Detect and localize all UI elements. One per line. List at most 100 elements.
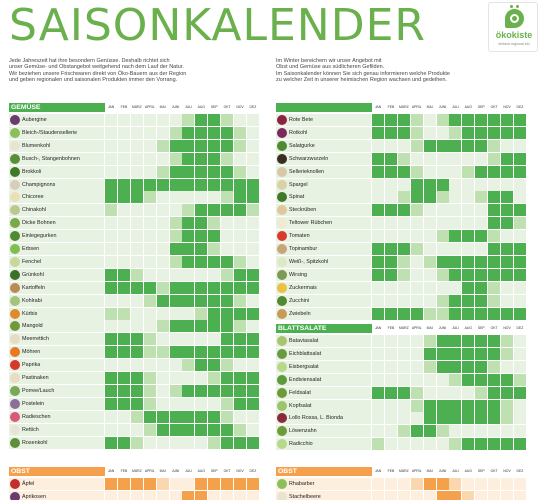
produce-thumbnail-icon [10, 295, 20, 306]
season-cell [117, 359, 130, 372]
produce-name: Paprika [22, 362, 41, 369]
season-cell [234, 230, 247, 243]
produce-thumbnail-icon [277, 205, 287, 216]
season-cell [182, 126, 195, 139]
season-cell [462, 230, 475, 243]
season-cell [488, 217, 501, 230]
season-cell [410, 139, 423, 152]
season-cell [221, 359, 234, 372]
season-cell [423, 386, 436, 399]
season-cell [488, 243, 501, 255]
season-cell [221, 268, 234, 281]
season-cell [410, 425, 423, 438]
season-cell [436, 386, 449, 399]
season-cell [475, 373, 488, 386]
season-cell [501, 268, 514, 281]
produce-thumbnail-icon [277, 192, 287, 203]
produce-name-cell: Äpfel [9, 478, 105, 490]
season-cell [246, 243, 259, 255]
season-cell [372, 347, 385, 360]
produce-name-cell: Champignons [9, 178, 105, 191]
season-cell [462, 126, 475, 139]
produce-name: Tomaten [289, 233, 310, 240]
produce-name-cell: Dicke Bohnen [9, 217, 105, 230]
season-cell [117, 114, 130, 126]
season-cell [130, 191, 143, 204]
season-cell [501, 139, 514, 152]
season-cell [397, 490, 410, 500]
season-cell [169, 230, 182, 243]
season-cell [208, 410, 221, 423]
produce-row: Äpfel [9, 478, 260, 491]
season-cell [130, 320, 143, 333]
season-cell [513, 281, 526, 294]
season-cell [449, 255, 462, 268]
season-cell [221, 410, 234, 423]
season-cell [117, 281, 130, 294]
season-cell [130, 152, 143, 165]
season-cell [169, 423, 182, 436]
season-cell [475, 139, 488, 152]
season-cell [105, 217, 118, 230]
season-cell [182, 478, 195, 490]
season-cell [182, 436, 195, 449]
season-cell [117, 490, 130, 500]
season-cell [234, 478, 247, 490]
season-cell [169, 191, 182, 204]
season-cell [105, 346, 118, 359]
produce-row: Rosenkohl [9, 436, 260, 450]
month-label: APRIL [411, 469, 422, 473]
produce-row: Wirsing [276, 268, 527, 282]
season-cell [513, 399, 526, 412]
produce-name: Feldsalat [289, 389, 311, 396]
season-cell [513, 139, 526, 152]
season-cell [501, 255, 514, 268]
season-cell [182, 281, 195, 294]
season-cell [169, 268, 182, 281]
season-cell [436, 165, 449, 178]
season-cell [105, 230, 118, 243]
season-cell [208, 346, 221, 359]
season-cell [234, 165, 247, 178]
produce-row: Stachelbeere [276, 490, 527, 500]
season-cell [130, 294, 143, 307]
season-cell [221, 255, 234, 268]
season-cell [117, 255, 130, 268]
season-cell [117, 152, 130, 165]
season-cell [105, 478, 118, 490]
produce-name-cell: Zucchini [276, 294, 372, 307]
season-cell [436, 178, 449, 191]
season-cell [117, 126, 130, 139]
season-cell [105, 204, 118, 217]
produce-name-cell: Möhren [9, 346, 105, 359]
season-cell [436, 139, 449, 152]
season-cell [208, 204, 221, 217]
produce-name: Salatgurke [289, 142, 315, 149]
season-cell [410, 294, 423, 307]
produce-row: Rote Bete [276, 114, 527, 127]
season-cell [423, 217, 436, 230]
season-cell [501, 478, 514, 490]
produce-thumbnail-icon [10, 269, 20, 280]
produce-row: Kohlrabi [9, 294, 260, 308]
produce-thumbnail-icon [10, 244, 20, 254]
season-cell [372, 294, 385, 307]
season-cell [436, 126, 449, 139]
season-cell [195, 307, 208, 320]
produce-name: Blumenkohl [22, 142, 51, 149]
season-cell [436, 243, 449, 255]
season-cell [105, 333, 118, 346]
section-title [276, 103, 372, 112]
produce-row: Champignons [9, 178, 260, 192]
season-cell [156, 217, 169, 230]
season-cell [169, 346, 182, 359]
produce-name-cell: Pastinaken [9, 372, 105, 384]
season-cell [156, 191, 169, 204]
season-cell [449, 230, 462, 243]
season-cell [195, 478, 208, 490]
month-label: MAI [426, 326, 433, 330]
season-cell [105, 384, 118, 397]
season-cell [372, 399, 385, 412]
season-cell [501, 294, 514, 307]
produce-row: Zuckermais [276, 281, 527, 295]
